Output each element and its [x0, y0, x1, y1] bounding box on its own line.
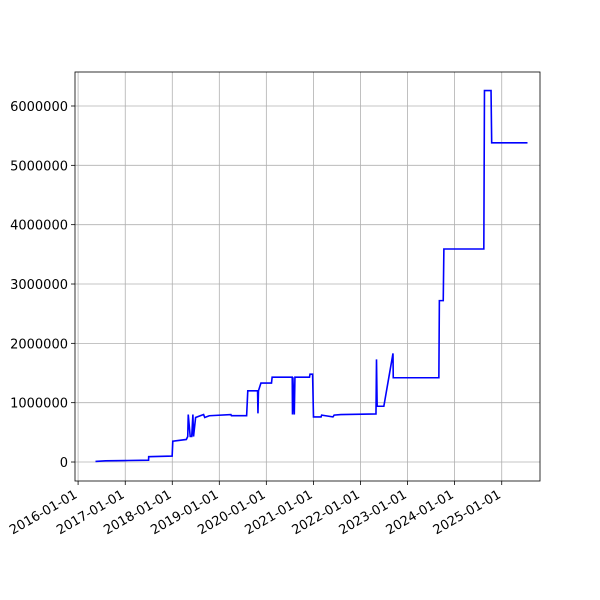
y-tick-label: 4000000 [10, 219, 68, 234]
y-tick-label: 3000000 [10, 278, 68, 293]
y-tick-label: 0 [60, 456, 68, 471]
y-tick-label: 1000000 [10, 397, 68, 412]
data-line [95, 89, 528, 463]
y-tick-label: 2000000 [10, 337, 68, 352]
y-tick-label: 5000000 [10, 159, 68, 174]
plot-frame [74, 71, 541, 482]
y-tick-label: 6000000 [10, 100, 68, 115]
